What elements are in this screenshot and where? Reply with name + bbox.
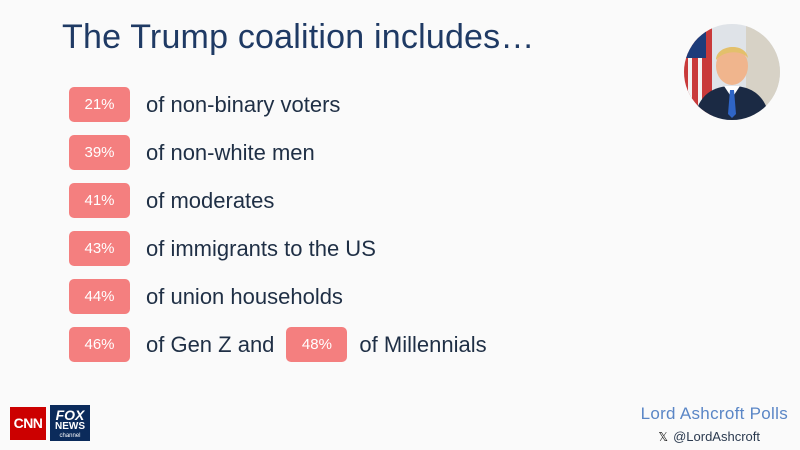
list-item-text: of immigrants to the US — [146, 235, 376, 261]
percent-badge: 41% — [69, 183, 130, 218]
cnn-logo: CNN — [10, 406, 46, 440]
fox-news-logo: FOX NEWS channel — [50, 405, 90, 441]
list-item-text: of moderates — [146, 187, 275, 213]
list-item-text-millennials: of Millennials — [359, 331, 487, 357]
social-handle: 𝕏 @LordAshcroft — [658, 429, 760, 444]
list-item: 44% of union households — [69, 279, 487, 314]
list-item-text: of non-white men — [146, 139, 315, 165]
list-item: 21% of non-binary voters — [69, 87, 487, 122]
handle-text: @LordAshcroft — [673, 429, 760, 444]
list-item: 39% of non-white men — [69, 135, 487, 170]
brand-name: Lord Ashcroft Polls — [640, 404, 788, 423]
channel-logo-text: channel — [59, 432, 81, 439]
list-item: 43% of immigrants to the US — [69, 231, 487, 266]
percent-badge: 44% — [69, 279, 130, 314]
network-logos: CNN FOX NEWS channel — [10, 405, 90, 441]
percent-badge: 21% — [69, 87, 130, 122]
list-item-last: 46% of Gen Z and 48% of Millennials — [69, 327, 487, 362]
list-item-text-gen-z: of Gen Z and — [146, 331, 275, 357]
percent-badge: 43% — [69, 231, 130, 266]
percent-badge: 39% — [69, 135, 130, 170]
x-icon: 𝕏 — [658, 429, 669, 444]
list-item-text: of non-binary voters — [146, 91, 341, 117]
portrait-image — [684, 24, 780, 120]
news-logo-text: NEWS — [55, 420, 85, 432]
percent-badge-millennials: 48% — [286, 327, 348, 362]
portrait-avatar — [684, 24, 780, 120]
stats-list: 21% of non-binary voters 39% of non-whit… — [69, 87, 487, 375]
list-item-text: of union households — [146, 283, 343, 309]
fox-logo-text: FOX — [55, 406, 85, 423]
page-title: The Trump coalition includes… — [62, 18, 535, 56]
list-item: 41% of moderates — [69, 183, 487, 218]
percent-badge-gen-z: 46% — [69, 327, 130, 362]
